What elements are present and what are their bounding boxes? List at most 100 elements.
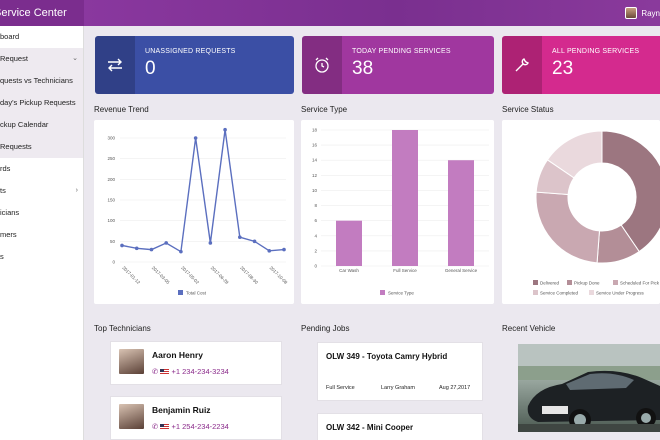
technician-phone[interactable]: ✆ +1 234-234-3234 [152, 367, 229, 376]
service-type-bar-chart[interactable]: 0 2 4 6 8 10 12 14 16 18 Car Wash Full Service Gener… [301, 120, 494, 304]
y-tick-label: 18 [312, 128, 318, 133]
data-point [120, 243, 124, 248]
x-tick-label: Car Wash [339, 268, 359, 273]
data-point [179, 249, 183, 254]
pending-job-card[interactable]: OLW 342 - Mini Cooper [317, 413, 483, 440]
job-title[interactable]: OLW 342 - Mini Cooper [326, 423, 414, 432]
legend-label: Total Cost [186, 291, 207, 296]
stat-value: 23 [552, 58, 574, 79]
technician-phone[interactable]: ✆ +1 254-234-2234 [152, 422, 229, 431]
y-tick-label: 50 [110, 239, 116, 244]
phone-icon: ✆ [152, 422, 159, 431]
data-point [267, 249, 272, 253]
pie-slice [535, 191, 600, 264]
x-tick-label: 2017-05-02 [180, 265, 200, 285]
data-point [134, 246, 139, 251]
wrench-icon [502, 36, 542, 94]
sidebar-item-settings[interactable]: s [0, 252, 4, 261]
top-bar: Service Center Rayn [0, 0, 660, 26]
legend-swatch [380, 290, 385, 295]
stat-card-unassigned[interactable]: UNASSIGNED REQUESTS 0 [95, 36, 294, 94]
bar [448, 160, 474, 266]
y-tick-label: 0 [112, 260, 115, 265]
x-tick-label: 2017-08-30 [239, 265, 259, 285]
x-tick-label: 2017-06-28 [210, 265, 230, 285]
legend-swatch [589, 290, 594, 295]
y-tick-label: 0 [314, 264, 317, 269]
chevron-down-icon: ⌄ [72, 55, 78, 62]
user-name[interactable]: Rayn [641, 8, 660, 18]
y-tick-label: 12 [312, 173, 318, 178]
technician-name[interactable]: Benjamin Ruiz [152, 405, 211, 415]
sidebar: board Request ⌄ quests vs Technicians day… [0, 26, 84, 440]
y-tick-label: 300 [107, 136, 115, 141]
legend-label: Pickup Done [574, 281, 600, 286]
x-tick-label: 2017-10-08 [269, 265, 289, 285]
stat-value: 38 [352, 58, 374, 79]
sidebar-item-requests-vs-technicians[interactable]: quests vs Technicians [0, 70, 83, 92]
x-tick-label: Full Service [393, 268, 417, 273]
sidebar-item-cards[interactable]: rds [0, 164, 11, 173]
y-tick-label: 100 [107, 218, 115, 223]
technician-photo [119, 349, 144, 374]
stat-label: TODAY PENDING SERVICES [352, 48, 451, 55]
service-status-donut-chart[interactable]: Delivered Pickup Done Scheduled For Pick Se… [502, 120, 660, 304]
job-date: Aug 27,2017 [439, 385, 471, 391]
y-tick-label: 150 [107, 198, 115, 203]
y-tick-label: 2 [314, 248, 317, 253]
y-tick-label: 6 [314, 218, 317, 223]
revenue-line-chart[interactable]: 0 50 100 150 200 250 300 2017-01-12 2017-03-05 20… [94, 120, 294, 304]
technician-card[interactable]: Benjamin Ruiz ✆ +1 254-234-2234 [110, 396, 282, 440]
data-point [208, 241, 213, 245]
user-menu[interactable]: Rayn [625, 5, 660, 21]
app-title[interactable]: Service Center [0, 0, 84, 26]
sidebar-item-todays-pickup[interactable]: day's Pickup Requests [0, 92, 83, 114]
avatar[interactable] [625, 7, 638, 19]
section-title-service-type: Service Type [301, 105, 348, 114]
alarm-clock-icon [302, 36, 342, 94]
sidebar-item-technicians[interactable]: icians [0, 208, 20, 217]
sidebar-item-dashboard[interactable]: board [0, 32, 20, 41]
stat-label: UNASSIGNED REQUESTS [145, 48, 236, 55]
y-tick-label: 14 [312, 158, 318, 163]
us-flag-icon [160, 424, 170, 431]
legend-swatch [613, 280, 618, 285]
sidebar-item-requests[interactable]: Requests [0, 136, 83, 158]
technician-card[interactable]: Aaron Henry ✆ +1 234-234-3234 [110, 341, 282, 385]
sidebar-item-reports[interactable]: ts › [0, 180, 83, 202]
data-point [193, 136, 198, 140]
pending-job-card[interactable]: OLW 349 - Toyota Camry Hybrid Full Servi… [317, 342, 483, 401]
series-line-total-cost [121, 129, 285, 253]
x-tick-label: 2017-03-05 [151, 265, 171, 285]
sidebar-item-customers[interactable]: mers [0, 230, 17, 239]
bar [392, 130, 418, 266]
job-service: Full Service [326, 385, 355, 391]
stat-card-all-pending[interactable]: ALL PENDING SERVICES 23 [502, 36, 660, 94]
y-tick-label: 10 [312, 188, 318, 193]
y-tick-label: 8 [314, 203, 317, 208]
y-tick-label: 4 [314, 233, 317, 238]
service-type-chart-panel: 0 2 4 6 8 10 12 14 16 18 Car Wash Full Service Gener… [301, 120, 494, 304]
section-title-top-technicians: Top Technicians [94, 324, 151, 333]
legend-label: Delivered [540, 281, 560, 286]
chevron-right-icon: › [75, 187, 78, 194]
data-point [223, 127, 227, 132]
y-tick-label: 250 [107, 156, 115, 161]
sidebar-item-request[interactable]: Request ⌄ [0, 48, 83, 70]
data-point [252, 239, 257, 244]
technician-name[interactable]: Aaron Henry [152, 350, 204, 360]
sidebar-item-pickup-calendar[interactable]: ckup Calendar [0, 114, 83, 136]
legend-label: Service Type [388, 291, 414, 296]
section-title-revenue: Revenue Trend [94, 105, 149, 114]
stat-card-today-pending[interactable]: TODAY PENDING SERVICES 38 [302, 36, 494, 94]
section-title-service-status: Service Status [502, 105, 554, 114]
data-point [164, 241, 168, 245]
legend-label: Service Completed [540, 291, 579, 296]
legend-swatch [178, 290, 183, 295]
legend-swatch [567, 280, 572, 285]
revenue-chart-panel: 0 50 100 150 200 250 300 2017-01-12 2017-03-05 20… [94, 120, 294, 304]
recent-vehicle-image[interactable] [518, 344, 660, 432]
job-title[interactable]: OLW 349 - Toyota Camry Hybrid [326, 352, 448, 361]
y-tick-label: 16 [312, 143, 318, 148]
x-tick-label: 2017-01-12 [121, 265, 141, 285]
